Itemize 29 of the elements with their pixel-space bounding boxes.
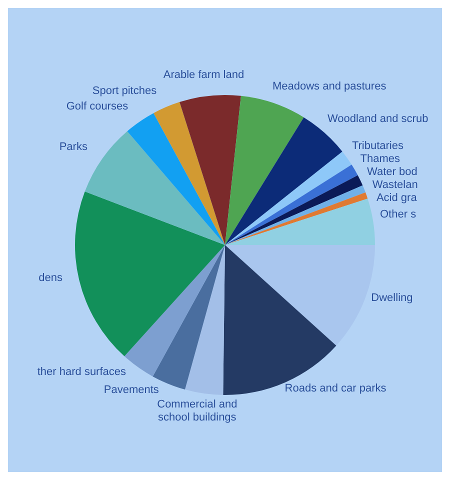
slice-label: Sport pitches [92, 84, 158, 97]
slice-label: Commercial and school buildings [157, 398, 238, 424]
slice-label: Tributaries [352, 140, 404, 152]
slice-label: Dwelling [371, 292, 413, 304]
slice-label: Golf courses [66, 100, 129, 113]
slice-label: Woodland and scrub [328, 112, 428, 125]
pie-slice [127, 113, 225, 245]
slice-label: dens [38, 272, 63, 284]
slice-label: Roads and car parks [284, 382, 387, 394]
pie-slice [124, 245, 225, 376]
pie-slice [223, 245, 336, 395]
slice-label: Meadows and pastures [272, 80, 387, 93]
pie-slice [225, 198, 375, 245]
slice-label: Water bod [367, 166, 418, 178]
slice-label: Thames [360, 153, 401, 166]
pie-slice [180, 95, 241, 245]
slice-label: Other s [380, 208, 417, 221]
slice-label: Pavements [104, 384, 160, 396]
pie-slice [75, 192, 225, 356]
pie-slice [225, 164, 358, 245]
pie-slice [154, 102, 225, 245]
pie-slice [225, 96, 304, 245]
slice-label: Acid gra [376, 192, 418, 204]
slice-label: Arable farm land [163, 68, 244, 81]
pie-slice [225, 175, 363, 245]
pie-slice [225, 152, 352, 245]
slice-label: Parks [59, 140, 88, 153]
slice-label: ther hard surfaces [37, 366, 127, 378]
slice-label: Wastelan [372, 179, 418, 192]
